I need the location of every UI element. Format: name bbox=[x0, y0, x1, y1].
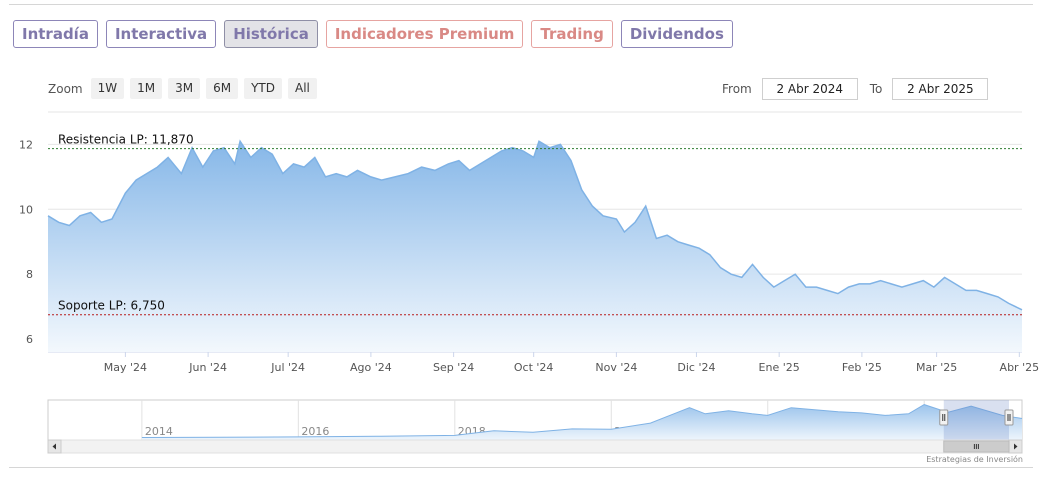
navigator-year-label: 2014 bbox=[145, 425, 173, 438]
series-line bbox=[47, 139, 1023, 311]
x-tick-label: Nov '24 bbox=[595, 361, 637, 374]
y-tick-label: 8 bbox=[26, 268, 33, 281]
navigator-year-label: 2016 bbox=[301, 425, 329, 438]
series-area bbox=[48, 141, 1022, 352]
from-date-input[interactable] bbox=[761, 78, 858, 100]
x-tick-label: Dic '24 bbox=[677, 361, 715, 374]
zoom-all-button[interactable]: All bbox=[288, 78, 317, 99]
tab-trading[interactable]: Trading bbox=[531, 20, 613, 48]
zoom-1m-button[interactable]: 1M bbox=[130, 78, 163, 99]
zoom-1w-button[interactable]: 1W bbox=[90, 78, 125, 99]
navigator-line bbox=[141, 404, 1023, 438]
y-axis: 6 8 10 12 bbox=[19, 138, 33, 346]
x-axis: May '24 Jun '24 Jul '24 Ago '24 Sep '24 Oct '… bbox=[104, 352, 1039, 374]
tab-intradía[interactable]: Intradía bbox=[13, 20, 98, 48]
tab-dividendos[interactable]: Dividendos bbox=[620, 20, 733, 48]
y-tick-label: 6 bbox=[26, 333, 33, 346]
x-tick-label: Ene '25 bbox=[759, 361, 800, 374]
zoom-6m-button[interactable]: 6M bbox=[206, 78, 239, 99]
to-date-input[interactable] bbox=[892, 78, 989, 100]
tab-histórica[interactable]: Histórica bbox=[224, 20, 318, 48]
to-label: To bbox=[869, 82, 883, 96]
bottom-divider bbox=[9, 467, 1033, 468]
x-tick-label: May '24 bbox=[104, 361, 147, 374]
y-tick-label: 10 bbox=[19, 203, 33, 216]
chart-series bbox=[47, 139, 1023, 352]
from-label: From bbox=[722, 82, 752, 96]
navigator-selection bbox=[943, 400, 1009, 440]
y-tick-label: 12 bbox=[19, 138, 33, 151]
tab-bar: Intradía Interactiva Histórica Indicadores … bbox=[13, 20, 733, 48]
tab-indicadores-premium[interactable]: Indicadores Premium bbox=[325, 20, 524, 48]
zoom-3m-button[interactable]: 3M bbox=[168, 78, 201, 99]
date-range: From To bbox=[722, 78, 989, 100]
x-tick-label: Feb '25 bbox=[842, 361, 882, 374]
x-tick-label: Jul '24 bbox=[270, 361, 305, 374]
resistance-label: Resistencia LP: 11,870 bbox=[58, 133, 194, 147]
navigator-handle-right bbox=[1004, 409, 1014, 426]
x-tick-label: Ago '24 bbox=[350, 361, 392, 374]
navigator-area bbox=[141, 404, 1022, 440]
x-tick-label: Jun '24 bbox=[188, 361, 227, 374]
zoom-label: Zoom bbox=[48, 81, 83, 96]
navigator[interactable]: 201420162018202020222024 bbox=[47, 399, 1023, 454]
zoom-ytd-button[interactable]: YTD bbox=[244, 78, 282, 99]
chevron-right-icon bbox=[1014, 443, 1018, 450]
x-tick-label: Mar '25 bbox=[916, 361, 957, 374]
x-tick-label: Sep '24 bbox=[433, 361, 474, 374]
zoom-selector: Zoom 1W 1M 3M 6M YTD All bbox=[48, 78, 317, 99]
x-tick-label: Abr '25 bbox=[1000, 361, 1040, 374]
chart-credits: Estrategias de Inversión bbox=[926, 455, 1023, 464]
support-label: Soporte LP: 6,750 bbox=[58, 299, 165, 313]
x-tick-label: Oct '24 bbox=[514, 361, 554, 374]
plot-lines: Resistencia LP: 11,870 Soporte LP: 6,750 bbox=[48, 133, 1022, 316]
top-divider bbox=[9, 4, 1033, 5]
navigator-handle-left bbox=[939, 409, 949, 426]
scrollbar-track bbox=[47, 439, 1023, 454]
chevron-left-icon bbox=[52, 443, 56, 450]
tab-interactiva[interactable]: Interactiva bbox=[105, 20, 217, 48]
